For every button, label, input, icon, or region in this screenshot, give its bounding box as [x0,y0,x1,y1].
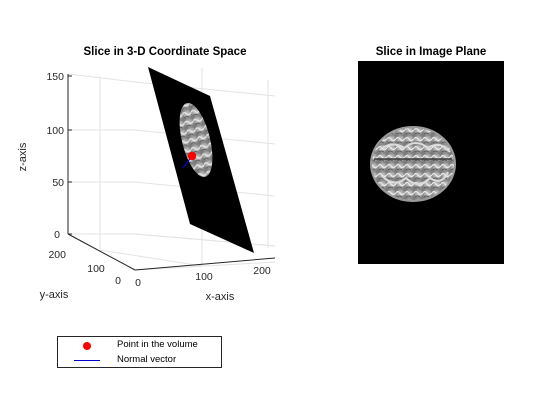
x-tick-label: 100 [195,271,213,283]
z-tick-label: 150 [46,71,64,83]
x-axis-label: x-axis [206,291,235,303]
legend-item-normal: Normal vector [58,353,221,368]
z-axis-label: z-axis [17,142,29,171]
axes-3d: Slice in 3-D Coordinate Space [17,46,276,303]
volume-point [187,151,197,161]
legend-label: Normal vector [117,354,177,365]
y-tick-label: 200 [48,249,66,261]
axes-image-plane: Slice in Image Plane [358,46,504,264]
z-ticks: 150 100 50 0 [46,71,72,241]
blue-line-icon [74,360,100,361]
y-tick-label: 100 [87,263,105,275]
z-tick-label: 100 [46,125,64,137]
axes-3d-title: Slice in 3-D Coordinate Space [84,46,247,58]
legend: Point in the volume Normal vector [57,336,222,368]
x-axis-line [134,257,276,271]
grid-side-wall [67,73,136,250]
y-axis-line [67,233,136,271]
slice-brain-image [179,102,213,178]
z-tick-label: 0 [54,229,60,241]
x-tick-label: 0 [135,277,141,289]
legend-label: Point in the volume [117,339,198,350]
z-tick-label: 50 [52,177,64,189]
y-axis-label: y-axis [40,289,69,301]
x-ticks: 0 100 200 [135,265,271,289]
red-dot-icon [83,342,91,350]
axes-image-title: Slice in Image Plane [376,46,487,58]
legend-item-point: Point in the volume [58,338,221,353]
y-tick-label: 0 [115,275,121,287]
y-ticks: 200 100 0 [48,249,121,287]
x-tick-label: 200 [253,265,271,277]
image-plane-brain [370,126,456,202]
